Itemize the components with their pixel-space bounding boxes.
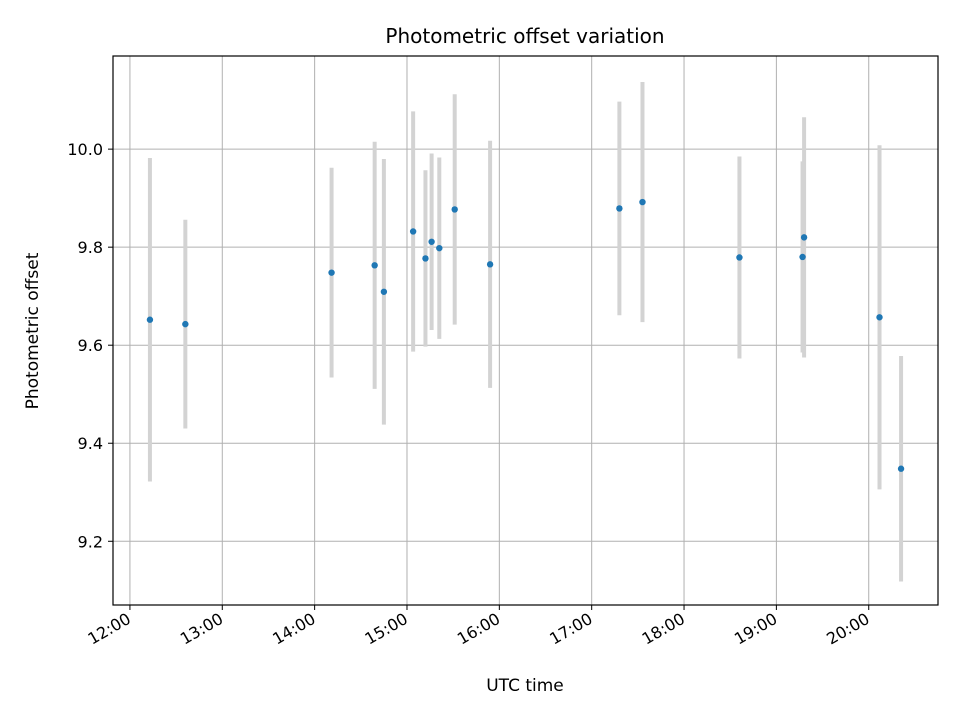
data-point — [736, 254, 743, 261]
data-points — [146, 198, 905, 472]
data-point — [876, 314, 883, 321]
data-point — [371, 262, 378, 269]
x-axis-label: UTC time — [486, 676, 564, 696]
y-tick-label: 9.4 — [78, 434, 103, 453]
x-tick-label: 20:00 — [823, 609, 872, 649]
y-tick-label: 9.2 — [78, 532, 103, 551]
data-point — [428, 238, 435, 245]
data-point — [486, 261, 494, 268]
y-tick-label: 9.8 — [78, 238, 103, 257]
x-tick-label: 15:00 — [362, 609, 411, 649]
x-tick-label: 14:00 — [269, 609, 318, 649]
data-point — [897, 465, 905, 472]
data-point — [799, 253, 806, 261]
y-axis-label: Photometric offset — [23, 252, 43, 409]
data-point — [328, 269, 335, 276]
x-tick-label: 17:00 — [546, 609, 595, 649]
data-point — [639, 198, 646, 206]
x-axis-ticks: 12:00 13:00 14:00 15:00 16:00 17:00 18:00 19:00… — [84, 605, 873, 649]
data-point — [182, 320, 189, 328]
data-point — [146, 316, 154, 323]
data-point — [380, 288, 388, 295]
data-point — [436, 244, 443, 252]
y-tick-label: 9.6 — [78, 336, 103, 355]
plot-area-frame — [112, 55, 939, 606]
data-point — [451, 206, 458, 213]
x-tick-label: 12:00 — [84, 609, 133, 649]
x-tick-label: 18:00 — [639, 609, 688, 649]
x-tick-label: 16:00 — [454, 609, 503, 649]
chart-title: Photometric offset variation — [385, 24, 664, 48]
data-point — [616, 205, 623, 212]
y-axis-ticks: 9.2 9.4 9.6 9.8 10.0 — [67, 140, 113, 551]
y-tick-label: 10.0 — [67, 140, 103, 159]
data-point — [409, 228, 417, 235]
grid-lines — [113, 56, 938, 605]
error-bars — [147, 81, 904, 582]
data-point — [800, 234, 808, 241]
data-point — [422, 255, 429, 262]
x-tick-label: 13:00 — [177, 609, 226, 649]
x-tick-label: 19:00 — [731, 609, 780, 649]
